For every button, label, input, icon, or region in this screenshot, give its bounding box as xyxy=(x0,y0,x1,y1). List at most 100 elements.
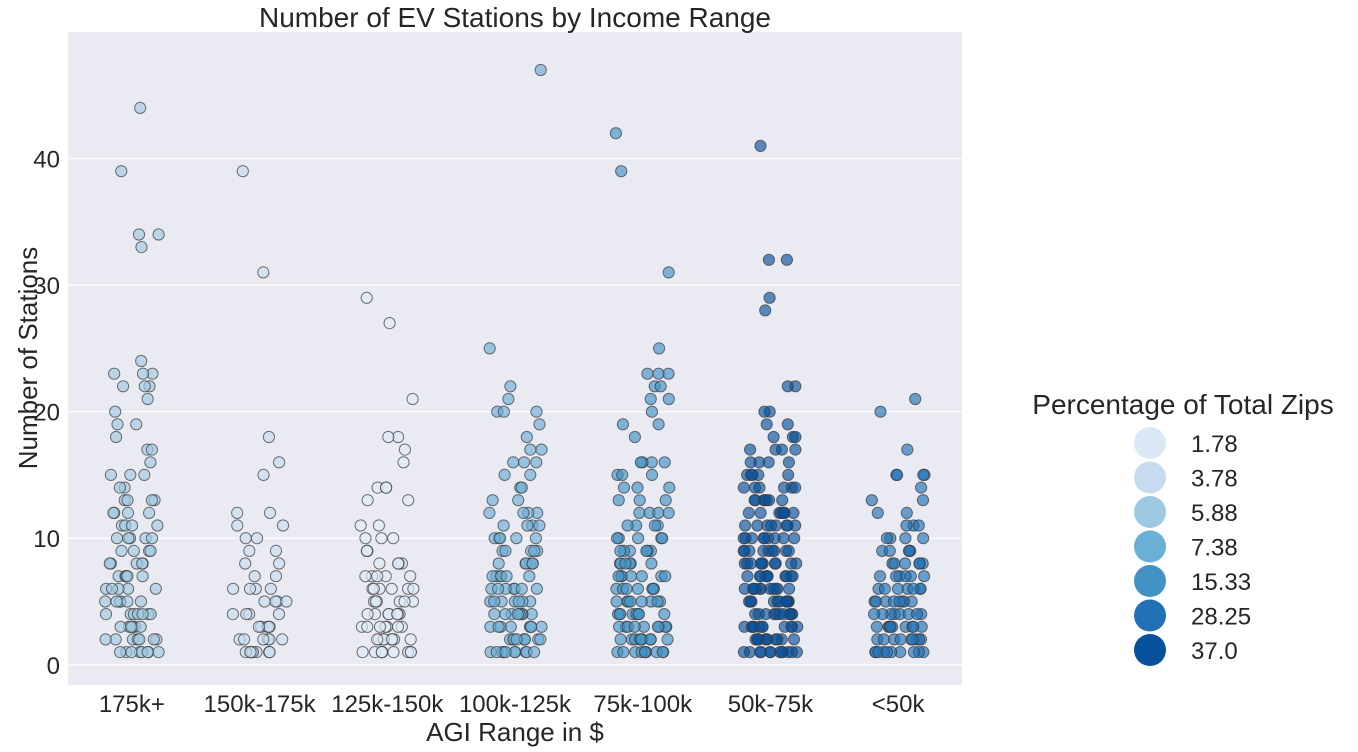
data-point xyxy=(499,646,512,659)
data-point xyxy=(659,570,672,583)
data-point xyxy=(782,468,795,481)
data-point xyxy=(652,367,665,380)
data-point xyxy=(138,468,151,481)
data-point xyxy=(387,646,400,659)
data-point xyxy=(110,430,123,444)
data-point xyxy=(891,468,904,481)
data-point xyxy=(633,506,646,520)
x-tick-label: 125k-150k xyxy=(331,691,444,718)
data-point xyxy=(99,633,112,646)
data-point xyxy=(227,582,240,595)
data-point xyxy=(741,570,754,583)
data-point xyxy=(873,570,887,583)
data-point xyxy=(870,620,884,633)
data-point xyxy=(273,557,286,570)
data-point xyxy=(145,443,158,456)
data-point xyxy=(755,557,768,570)
data-point xyxy=(121,494,134,507)
data-point xyxy=(354,519,367,532)
data-point xyxy=(609,127,623,140)
data-point xyxy=(535,443,548,456)
data-point xyxy=(240,608,253,621)
data-point xyxy=(108,367,121,380)
data-point xyxy=(113,481,127,494)
data-point xyxy=(121,570,134,583)
data-point xyxy=(652,506,665,520)
data-point xyxy=(497,519,510,532)
data-point xyxy=(502,392,515,406)
data-point xyxy=(263,646,276,659)
data-point xyxy=(617,481,631,494)
data-point xyxy=(762,456,775,469)
data-point xyxy=(243,544,256,558)
data-point xyxy=(656,532,669,545)
data-point xyxy=(628,430,642,444)
data-point xyxy=(763,494,776,507)
data-point xyxy=(231,506,244,520)
data-point xyxy=(524,468,537,481)
data-point xyxy=(492,620,505,633)
legend-marker xyxy=(1134,427,1166,459)
data-points xyxy=(99,63,931,659)
data-point xyxy=(656,646,669,659)
data-point xyxy=(786,570,799,583)
data-point xyxy=(486,494,499,507)
data-point xyxy=(273,456,286,469)
data-point xyxy=(373,557,386,570)
data-point xyxy=(645,405,659,418)
data-point xyxy=(391,620,405,633)
data-point xyxy=(877,633,890,646)
data-point xyxy=(888,557,901,570)
data-point xyxy=(145,494,158,507)
data-point xyxy=(744,456,757,469)
data-point xyxy=(612,570,625,583)
data-point xyxy=(620,582,633,595)
data-point xyxy=(130,418,143,431)
data-point xyxy=(744,557,757,570)
data-point xyxy=(375,646,388,659)
data-point xyxy=(248,570,261,583)
data-point xyxy=(126,519,139,532)
data-point xyxy=(135,354,148,368)
data-point xyxy=(257,468,270,481)
data-point xyxy=(662,266,675,279)
data-point xyxy=(492,557,505,570)
data-point xyxy=(269,544,283,558)
data-point xyxy=(512,595,525,608)
data-point xyxy=(644,633,657,646)
data-point xyxy=(385,582,398,595)
data-point xyxy=(115,544,128,558)
data-point xyxy=(404,646,417,659)
plot-area xyxy=(68,32,962,685)
data-point xyxy=(653,342,666,355)
data-point xyxy=(383,317,396,330)
data-point xyxy=(871,506,884,520)
x-tick-label: <50k xyxy=(872,691,926,718)
x-tick-label: 150k-175k xyxy=(204,691,317,718)
data-point xyxy=(760,418,773,431)
data-point xyxy=(109,405,122,418)
data-point xyxy=(752,608,765,621)
data-point xyxy=(651,620,665,633)
y-tick-label: 10 xyxy=(33,526,60,553)
x-tick-label: 100k-125k xyxy=(459,691,572,718)
data-point xyxy=(127,544,140,558)
data-point xyxy=(360,291,373,304)
data-point xyxy=(151,519,164,532)
data-point xyxy=(917,468,930,481)
data-point xyxy=(763,291,776,304)
data-point xyxy=(392,557,405,570)
data-point xyxy=(748,481,762,494)
data-point xyxy=(787,633,801,646)
data-point xyxy=(109,633,122,646)
data-point xyxy=(530,456,543,469)
data-point xyxy=(744,595,757,608)
data-point xyxy=(644,392,657,406)
legend-label: 15.33 xyxy=(1191,569,1251,596)
data-point xyxy=(236,165,249,178)
data-point xyxy=(898,557,912,570)
data-point xyxy=(638,646,652,659)
data-point xyxy=(530,405,543,418)
data-point xyxy=(737,481,750,494)
